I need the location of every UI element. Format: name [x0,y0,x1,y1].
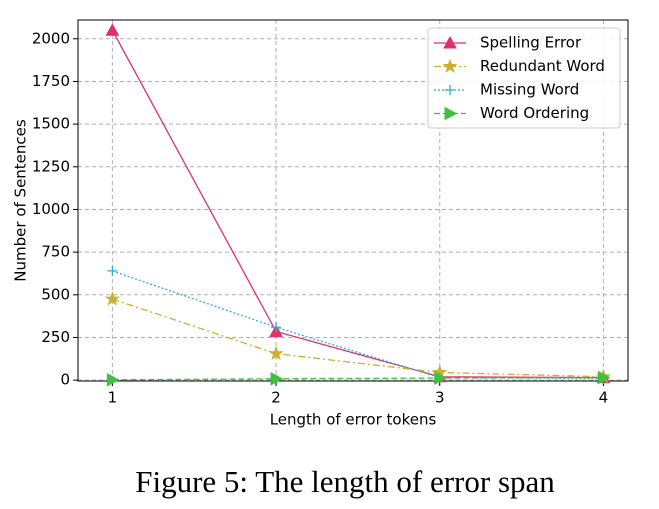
y-tick-label: 250 [41,328,70,346]
marker [105,23,120,36]
marker [106,372,120,387]
y-tick-label: 1750 [32,72,70,90]
legend-label: Spelling Error [480,34,582,52]
marker [597,370,611,385]
series-line [112,298,604,378]
legend-box [427,27,621,129]
marker [107,265,118,276]
legend-marker [444,106,458,121]
plot-frame [77,19,629,382]
figure-caption: Figure 5: The length of error span [135,464,555,499]
legend: Spelling Error Redundant Word Missing Word… [427,27,621,129]
legend-marker [442,58,458,73]
marker [434,371,447,385]
marker [271,322,282,333]
x-tick-label: 1 [108,389,118,407]
series-line [112,270,604,380]
legend-label: Word Ordering [480,104,589,122]
legend-marker [445,85,455,95]
y-tick-label: 1250 [32,157,70,175]
y-tick-label: 2000 [32,29,70,47]
y-tick-label: 0 [60,371,70,389]
legend-marker [443,35,457,49]
legend-label: Redundant Word [480,57,605,75]
marker [104,291,121,306]
marker [270,371,284,386]
series-line [111,29,604,379]
y-tick-label: 500 [41,285,70,303]
x-tick-label: 2 [271,389,281,407]
x-axis-label: Length of error tokens [270,411,437,429]
y-tick-label: 1500 [32,115,70,133]
series-line [112,376,604,381]
legend-label: Missing Word [480,81,579,99]
y-tick-label: 750 [41,243,70,261]
x-tick-label: 4 [599,389,609,407]
y-axis-label: Number of Sentences [12,119,30,282]
x-tick-label: 3 [435,389,445,407]
y-tick-label: 1000 [32,200,70,218]
marker [268,345,284,361]
